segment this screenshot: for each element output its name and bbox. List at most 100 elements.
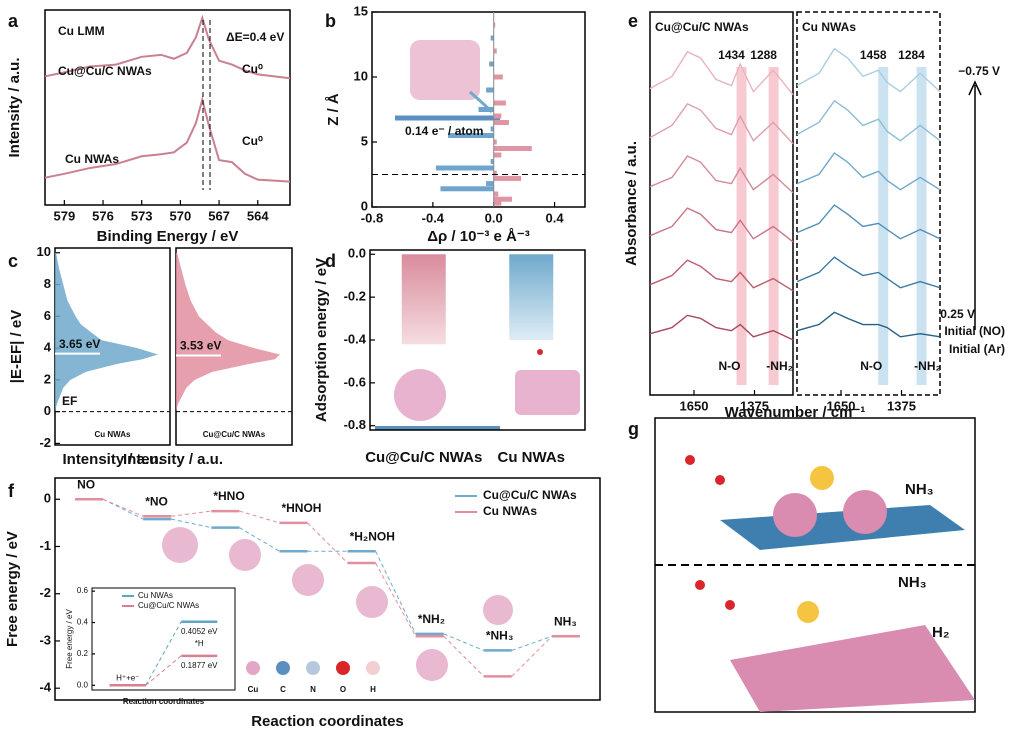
series-label: Cu@Cu/C NWAs	[203, 430, 266, 439]
y-axis-label: Z / Å	[325, 93, 342, 126]
potential-arrow	[968, 80, 982, 330]
charge-bar	[493, 120, 509, 125]
panel-letter: c	[8, 251, 18, 271]
connector	[511, 635, 553, 651]
charge-bar	[486, 87, 494, 93]
step-label: *HNO	[213, 489, 244, 503]
atom-swatch	[306, 661, 320, 675]
potential-label: Initial (Ar)	[949, 342, 1005, 356]
y-tick-label: 0	[361, 198, 368, 213]
annotation: Cu⁰	[242, 62, 263, 76]
value-label: 0.4052 eV	[181, 627, 218, 636]
x-tick-label: 1375	[887, 398, 916, 413]
charge-bar	[493, 170, 497, 176]
charge-bar	[493, 152, 502, 158]
charge-bar	[490, 126, 494, 132]
charge-bar	[448, 133, 494, 138]
step-label: *NH₂	[418, 612, 445, 626]
y-axis-label: Intensity / a.u.	[6, 57, 23, 157]
x-tick-label: 576	[92, 208, 114, 223]
charge-bar	[486, 181, 494, 187]
atom-swatch	[336, 661, 350, 675]
step-label: *NH₃	[486, 629, 514, 643]
band-label: N-O	[860, 359, 882, 373]
y-tick-label: 0	[44, 403, 51, 418]
x-tick-label: 573	[131, 208, 153, 223]
x-tick-label: 1650	[680, 398, 709, 413]
charge-bar	[493, 139, 497, 145]
potential-label: −0.75 V	[958, 64, 1000, 78]
charge-bar	[435, 165, 494, 171]
atom-label: H	[370, 685, 376, 694]
annotation: Cu LMM	[58, 24, 105, 38]
annotation: Cu@Cu/C NWAs	[58, 64, 152, 78]
panel-letter: a	[8, 11, 19, 31]
y-tick-label: 5	[361, 133, 368, 148]
structure-f	[162, 527, 513, 681]
charge-bar	[493, 100, 506, 106]
charge-bar	[493, 196, 512, 202]
spectrum-line	[649, 155, 794, 194]
step-label: *NO	[145, 494, 168, 508]
atom-label: O	[340, 685, 346, 694]
step-label: H⁺+e⁻	[116, 673, 139, 682]
band-value: 1458	[860, 48, 887, 62]
band-highlight	[916, 67, 927, 385]
x-tick-label: 579	[53, 208, 75, 223]
plot-frame	[796, 11, 941, 396]
charge-bar	[493, 74, 503, 80]
charge-bar	[493, 175, 522, 181]
charge-bar	[489, 61, 494, 67]
y-tick-label: 10	[354, 68, 368, 83]
x-tick-label: -0.8	[361, 210, 383, 225]
center-label: 3.53 eV	[180, 339, 221, 353]
annotation: EF	[62, 394, 77, 408]
y-tick-label: -2	[39, 585, 51, 600]
x-tick-label: -0.4	[422, 210, 445, 225]
y-axis-label: Absorbance / a.u.	[623, 141, 640, 266]
charge-bar	[490, 35, 494, 41]
y-axis-label: Free energy / eV	[4, 531, 21, 647]
scheme-label: NH₃	[905, 481, 934, 498]
spectrum-line	[796, 47, 941, 93]
scheme-g	[654, 417, 976, 713]
step-label: *H₂NOH	[350, 529, 395, 543]
dos-area	[55, 252, 158, 412]
charge-bar	[493, 146, 532, 151]
legend-label: Cu@Cu/C NWAs	[483, 488, 577, 502]
y-tick-label: 0.4	[77, 618, 89, 627]
connector	[145, 621, 182, 686]
connector	[171, 518, 212, 529]
x-axis-label: Reaction coordinates	[123, 697, 205, 706]
plot-frame	[649, 11, 794, 396]
potential-label: 0.25 V	[940, 307, 975, 321]
structure-b	[395, 40, 500, 121]
connector	[102, 498, 144, 520]
charge-bar	[440, 186, 494, 192]
charge-bar	[478, 107, 494, 112]
connector	[145, 655, 182, 686]
x-tick-label: 1375	[740, 398, 769, 413]
panel-letter: e	[628, 11, 638, 31]
annotation: Cu⁰	[242, 134, 263, 148]
y-tick-label: -3	[39, 632, 51, 647]
atom-label: Cu	[248, 685, 259, 694]
series-label: Cu NWAs	[95, 430, 132, 439]
connector	[239, 527, 280, 552]
y-tick-label: 6	[44, 308, 51, 323]
y-axis-label: |E-EF| / eV	[8, 310, 25, 383]
charge-bar	[493, 22, 496, 28]
band-label: -NH₂	[914, 359, 941, 373]
connector	[171, 510, 212, 517]
value-label: 0.1877 eV	[181, 661, 218, 670]
x-tick-label: 570	[170, 208, 192, 223]
band-value: 1284	[898, 48, 925, 62]
band-label: N-O	[719, 359, 741, 373]
plot-frame	[54, 477, 601, 701]
annotation: ΔE=0.4 eV	[226, 30, 284, 44]
panel-letter: f	[8, 481, 15, 501]
spectrum-line	[796, 311, 941, 338]
y-tick-label: -4	[39, 680, 51, 695]
band-value: 1434	[718, 48, 745, 62]
y-tick-label: -1	[39, 538, 51, 553]
